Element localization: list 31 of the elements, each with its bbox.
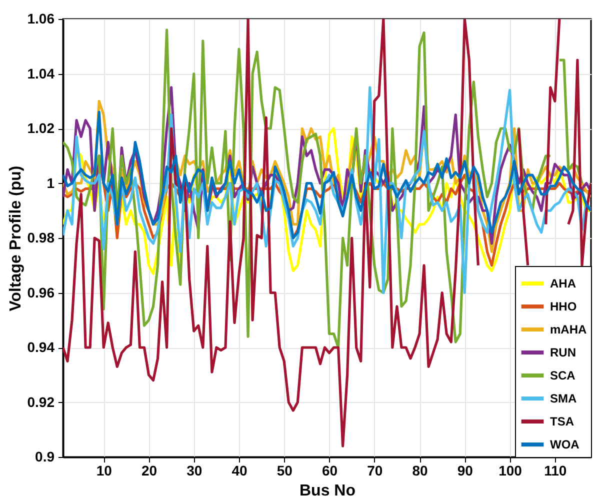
y-tick-label: 0.96: [27, 284, 55, 300]
legend-label: AHA: [550, 276, 576, 290]
x-tick-label: 90: [457, 462, 474, 478]
x-axis-title: Bus No: [300, 482, 356, 498]
y-tick-label: 0.9: [35, 448, 55, 464]
x-tick-label: 50: [276, 462, 293, 478]
x-tick-label: 10: [96, 462, 112, 478]
legend-label: WOA: [550, 438, 580, 452]
line-series: [63, 110, 591, 240]
y-tick-label: 1.02: [27, 120, 55, 136]
y-axis-title: Voltage Profile (pu): [7, 166, 24, 312]
x-tick-label: 80: [412, 462, 428, 478]
legend-label: HHO: [550, 300, 577, 314]
legend-label: SCA: [550, 368, 576, 382]
x-tick-label: 100: [498, 462, 522, 478]
y-tick-label: 1.04: [27, 65, 55, 82]
x-tick-label: 30: [186, 462, 202, 478]
legend-label: mAHA: [550, 322, 587, 336]
y-tick-label: 1.06: [27, 10, 55, 26]
x-tick-label: 70: [367, 462, 383, 478]
y-tick-label: 1: [46, 174, 55, 191]
x-tick-label: 40: [232, 462, 248, 478]
y-tick-label: 0.94: [27, 339, 55, 355]
legend-label: RUN: [550, 346, 576, 360]
y-tick-label: 0.98: [27, 230, 55, 246]
x-tick-label: 110: [544, 462, 567, 478]
x-tick-label: 60: [322, 462, 338, 478]
y-tick-label: 0.92: [27, 394, 55, 410]
legend-label: SMA: [550, 392, 577, 406]
legend-label: TSA: [550, 414, 574, 428]
x-tick-label: 20: [141, 462, 158, 478]
